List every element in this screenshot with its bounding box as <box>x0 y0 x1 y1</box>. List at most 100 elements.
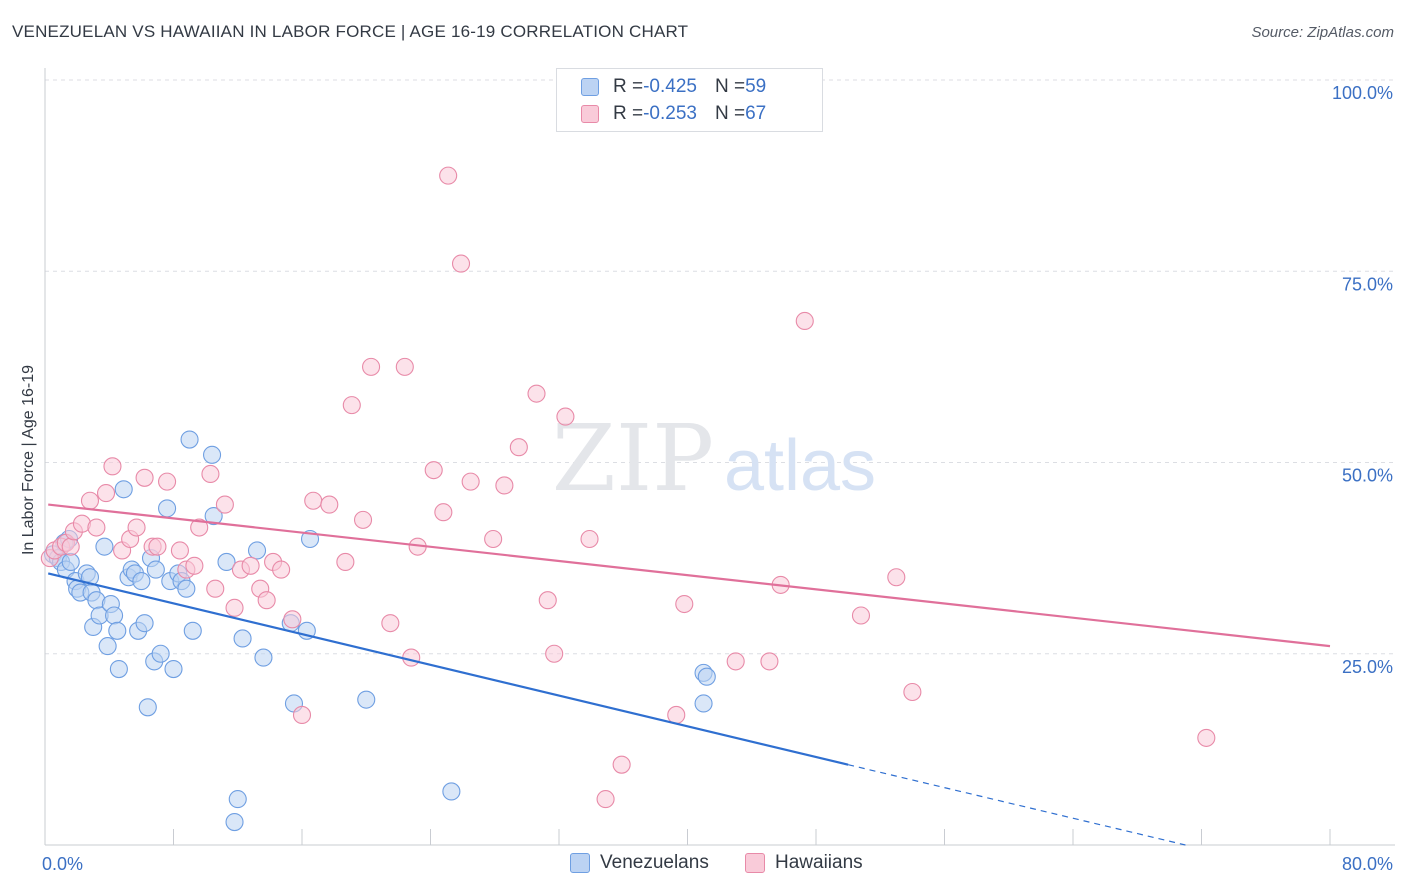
trend-lines <box>47 503 1331 846</box>
venezuelans-point-16 <box>95 537 114 556</box>
hawaiians-trend-line <box>48 503 1331 648</box>
hawaiians-point-65 <box>851 606 871 625</box>
hawaiians-point-48 <box>461 472 480 491</box>
legend-row-hawaiians: R = -0.253 N = 67 <box>581 102 766 126</box>
watermark-zip: ZIP <box>552 405 714 512</box>
venezuelans-point-39 <box>177 579 196 598</box>
bottom-hawaiians-swatch <box>745 853 765 873</box>
chart-title: VENEZUELAN VS HAWAIIAN IN LABOR FORCE | … <box>12 22 689 41</box>
y-tick-label-2: 75.0% <box>1342 274 1393 294</box>
hawaiians-point-55 <box>556 407 575 426</box>
bottom-legend-hawaiians: Hawaiians <box>745 852 863 874</box>
hawaiians-point-60 <box>675 594 694 614</box>
venezuelans-point-58 <box>694 694 713 713</box>
venezuelans-point-32 <box>146 560 165 579</box>
hawaiians-point-13 <box>127 518 146 537</box>
hawaiians-point-33 <box>292 705 312 725</box>
venezuelans-point-6 <box>61 552 80 572</box>
venezuelans-trend-line <box>47 572 849 766</box>
hawaiians-point-56 <box>580 529 599 549</box>
hawaiians-point-58 <box>612 755 631 774</box>
hawaiians-point-66 <box>887 568 906 587</box>
venezuelans-point-48 <box>247 541 267 560</box>
venezuelans-point-47 <box>233 629 252 648</box>
hawaiians-point-22 <box>201 464 220 484</box>
venezuelans-r-label: R = <box>613 76 644 97</box>
hawaiians-point-61 <box>726 652 745 671</box>
hawaiians-point-54 <box>545 644 564 663</box>
hawaiians-point-39 <box>362 357 381 376</box>
axes <box>44 68 1395 846</box>
venezuelans-point-42 <box>203 445 222 464</box>
watermark: ZIP atlas <box>552 405 876 512</box>
hawaiians-point-14 <box>135 468 154 487</box>
hawaiians-point-9 <box>96 484 116 503</box>
venezuelans-n-value: 59 <box>745 76 767 97</box>
venezuelans-point-46 <box>225 812 244 832</box>
hawaiians-point-32 <box>283 610 302 629</box>
hawaiians-point-62 <box>760 652 779 671</box>
venezuelans-point-27 <box>132 572 151 591</box>
venezuelans-point-17 <box>98 637 117 656</box>
hawaiians-point-42 <box>402 648 421 667</box>
hawaiians-n-value: 67 <box>745 103 767 124</box>
hawaiians-point-64 <box>795 311 814 331</box>
bottom-venezuelans-label: Venezuelans <box>600 852 709 873</box>
hawaiians-point-47 <box>451 254 471 273</box>
venezuelans-point-55 <box>442 782 461 801</box>
hawaiians-point-68 <box>1197 728 1216 747</box>
hawaiians-r-value: -0.253 <box>643 103 697 124</box>
hawaiians-r-label: R = <box>613 103 644 124</box>
venezuelans-n-label: N = <box>714 76 746 97</box>
hawaiians-point-41 <box>395 357 414 376</box>
hawaiians-point-31 <box>272 560 291 579</box>
bottom-hawaiians-label: Hawaiians <box>775 852 863 873</box>
hawaiians-point-45 <box>434 503 453 522</box>
hawaiians-point-59 <box>667 705 686 725</box>
venezuelans-point-19 <box>105 606 124 625</box>
hawaiians-point-40 <box>381 614 400 633</box>
hawaiians-point-20 <box>185 556 204 575</box>
venezuelans-point-44 <box>217 552 236 572</box>
venezuelans-point-45 <box>228 790 247 809</box>
venezuelans-point-36 <box>164 659 183 679</box>
hawaiians-point-36 <box>336 552 355 572</box>
hawaiians-point-10 <box>103 457 122 476</box>
hawaiians-point-46 <box>439 166 458 185</box>
venezuelans-point-34 <box>158 499 177 518</box>
hawaiians-point-25 <box>225 598 244 617</box>
venezuelans-point-20 <box>108 621 127 640</box>
chart-source: Source: ZipAtlas.com <box>1251 24 1394 41</box>
tick-labels: 25.0% 50.0% 75.0% 100.0% 0.0% 80.0% <box>42 83 1393 874</box>
hawaiians-point-49 <box>484 529 503 549</box>
hawaiians-swatch <box>581 105 599 123</box>
hawaiians-point-34 <box>304 491 323 510</box>
hawaiians-point-37 <box>342 396 361 415</box>
venezuelans-point-49 <box>254 648 273 667</box>
hawaiians-point-38 <box>353 510 373 529</box>
watermark-atlas: atlas <box>724 426 876 506</box>
hawaiians-point-16 <box>148 537 167 556</box>
venezuelans-point-29 <box>138 698 157 717</box>
hawaiians-point-35 <box>320 495 339 514</box>
hawaiians-point-44 <box>424 461 443 480</box>
venezuelans-point-54 <box>357 690 376 709</box>
hawaiians-point-57 <box>596 790 615 809</box>
y-tick-label-0: 25.0% <box>1342 657 1393 677</box>
venezuelans-trend-extension <box>847 764 1186 846</box>
hawaiians-point-4 <box>61 537 80 556</box>
hawaiians-point-8 <box>87 518 106 537</box>
x-tick-label-max: 80.0% <box>1342 854 1393 874</box>
hawaiians-point-52 <box>527 384 546 403</box>
y-tick-label-1: 50.0% <box>1342 466 1393 486</box>
venezuelans-point-28 <box>135 614 154 633</box>
hawaiians-point-50 <box>495 476 514 495</box>
venezuelans-point-22 <box>114 480 133 499</box>
venezuelans-point-57 <box>697 667 716 686</box>
bottom-venezuelans-swatch <box>570 853 590 873</box>
y-tick-label-3: 100.0% <box>1332 83 1393 103</box>
hawaiians-point-18 <box>170 541 189 560</box>
hawaiians-point-24 <box>215 495 234 514</box>
venezuelans-point-33 <box>151 644 170 663</box>
correlation-legend: R = -0.425 N = 59 R = -0.253 N = 67 <box>556 68 823 132</box>
